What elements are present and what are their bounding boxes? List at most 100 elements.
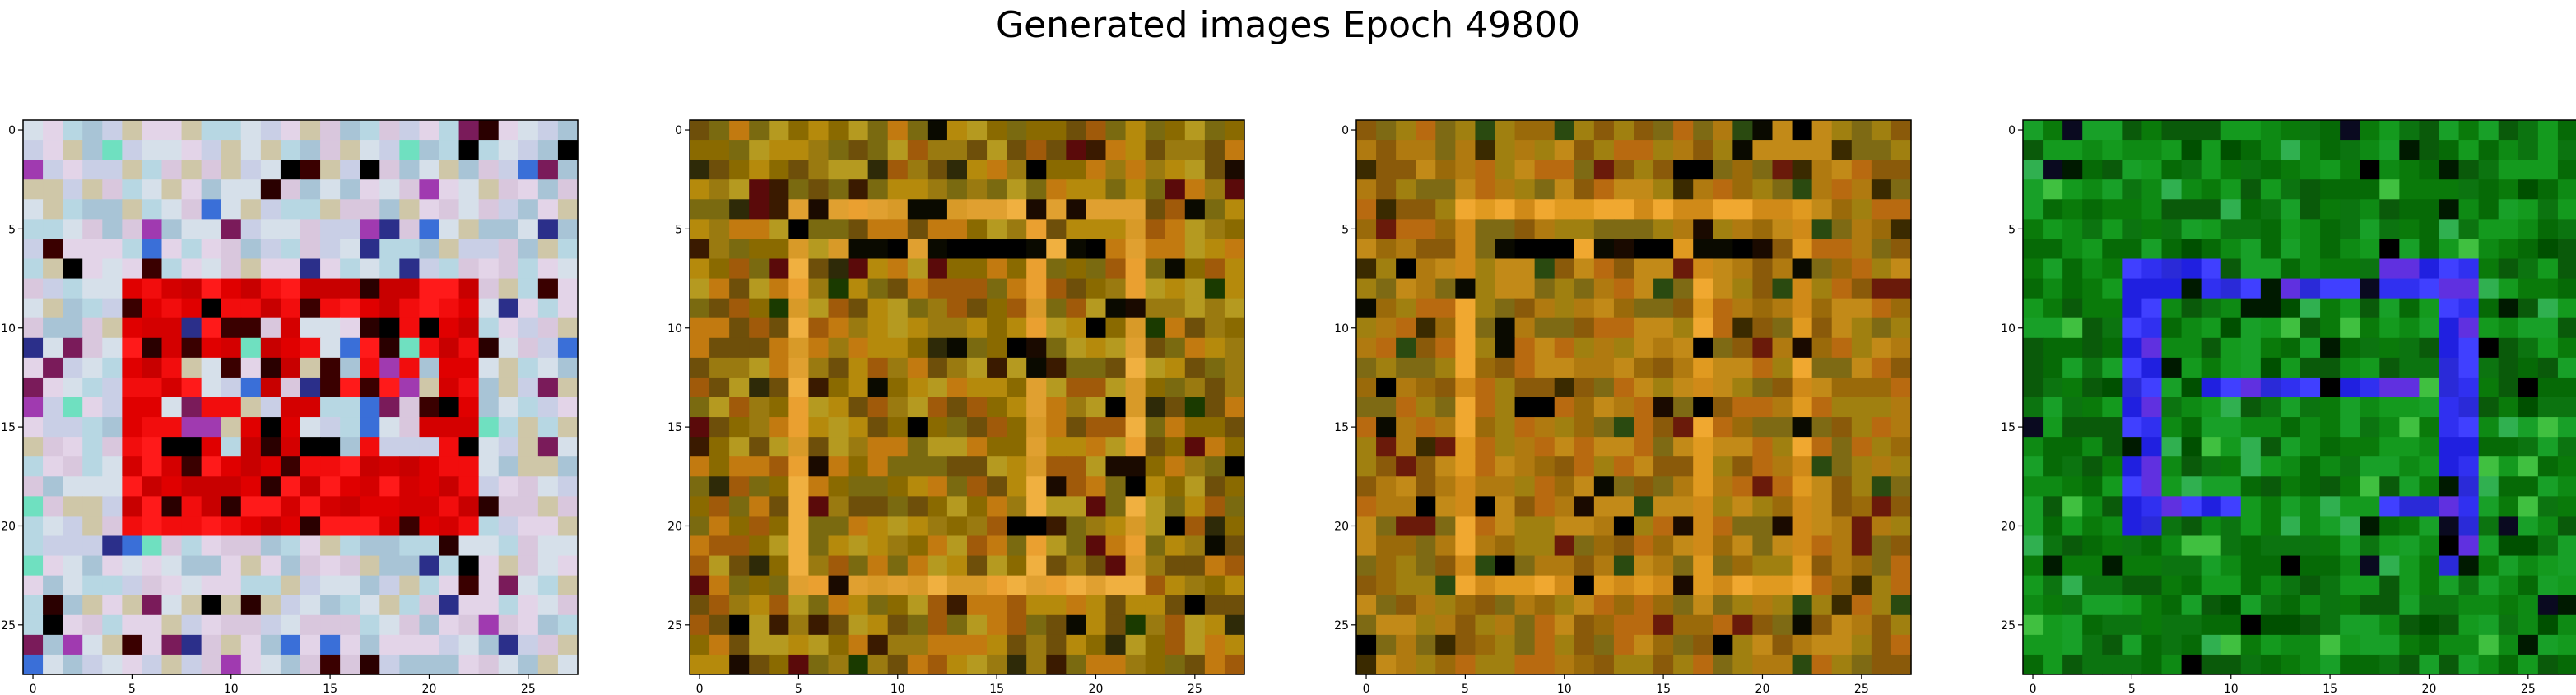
pixel-cell: [399, 317, 421, 339]
axes-frame: [1355, 119, 1912, 675]
pixel-cell: [1165, 377, 1186, 398]
pixel-cell: [987, 377, 1007, 398]
pixel-cell: [690, 595, 710, 616]
pixel-cell: [379, 634, 400, 656]
pixel-cell: [1534, 258, 1555, 280]
pixel-cell: [360, 595, 380, 616]
pixel-cell: [867, 476, 889, 497]
pixel-cell: [1435, 337, 1456, 359]
pixel-cell: [1831, 377, 1853, 398]
pixel-cell: [419, 199, 440, 220]
pixel-cell: [102, 377, 123, 398]
pixel-cell: [2498, 575, 2519, 596]
pixel-cell: [927, 377, 948, 398]
pixel-cell: [1871, 179, 1892, 200]
pixel-cell: [379, 317, 400, 339]
pixel-cell: [280, 239, 301, 260]
pixel-cell: [379, 397, 400, 418]
pixel-cell: [887, 496, 909, 517]
pixel-cell: [1475, 614, 1496, 636]
pixel-cell: [557, 535, 579, 557]
pixel-cell: [498, 555, 519, 577]
pixel-cell: [1593, 417, 1615, 438]
pixel-cell: [1495, 555, 1516, 577]
pixel-cell: [729, 219, 750, 240]
pixel-cell: [1673, 179, 1694, 200]
pixel-cell: [2557, 199, 2576, 220]
pixel-cell: [1514, 337, 1536, 359]
pixel-cell: [2023, 397, 2044, 418]
pixel-cell: [537, 219, 559, 240]
pixel-cell: [360, 357, 380, 378]
pixel-cell: [102, 417, 123, 438]
pixel-cell: [161, 516, 183, 537]
pixel-cell: [300, 535, 321, 557]
pixel-cell: [1673, 535, 1694, 557]
pixel-cell: [23, 199, 44, 220]
pixel-cell: [360, 437, 380, 457]
pixel-cell: [1653, 634, 1674, 656]
pixel-cell: [161, 278, 183, 299]
pixel-cell: [1125, 120, 1146, 141]
pixel-cell: [2280, 535, 2301, 557]
pixel-cell: [280, 317, 301, 339]
pixel-cell: [82, 160, 103, 180]
pixel-cell: [1475, 160, 1496, 180]
pixel-cell: [201, 496, 222, 517]
pixel-cell: [769, 258, 789, 280]
pixel-cell: [1831, 298, 1853, 319]
pixel-cell: [1792, 278, 1813, 299]
pixel-cell: [2062, 377, 2083, 398]
pixel-cell: [1007, 120, 1027, 141]
pixel-cell: [1890, 160, 1912, 180]
pixel-cell: [2280, 278, 2301, 299]
pixel-cell: [1514, 357, 1536, 378]
pixel-cell: [240, 456, 262, 477]
pixel-cell: [1593, 160, 1615, 180]
pixel-cell: [1184, 595, 1206, 616]
pixel-cell: [2557, 179, 2576, 200]
pixel-cell: [729, 437, 750, 457]
pixel-cell: [749, 555, 770, 577]
pixel-cell: [2201, 140, 2222, 160]
pixel-cell: [2458, 258, 2480, 280]
pixel-cell: [340, 535, 360, 557]
pixel-cell: [142, 160, 163, 180]
pixel-cell: [82, 437, 103, 457]
pixel-cell: [1376, 278, 1397, 299]
pixel-cell: [2458, 595, 2480, 616]
pixel-cell: [1554, 654, 1575, 675]
pixel-cell: [2102, 555, 2123, 577]
y-tick-label: 10: [1, 322, 16, 336]
pixel-cell: [439, 535, 460, 557]
pixel-cell: [240, 219, 262, 240]
pixel-cell: [498, 357, 519, 378]
pixel-cell: [419, 357, 440, 378]
pixel-cell: [1455, 634, 1476, 656]
pixel-cell: [1356, 555, 1377, 577]
pixel-cell: [1007, 654, 1027, 675]
pixel-cell: [1376, 496, 1397, 517]
pixel-cell: [2240, 496, 2262, 517]
pixel-cell: [1673, 575, 1694, 596]
pixel-cell: [1376, 634, 1397, 656]
pixel-cell: [1831, 417, 1853, 438]
pixel-cell: [2399, 298, 2420, 319]
pixel-cell: [1554, 476, 1575, 497]
pixel-cell: [399, 614, 421, 636]
pixel-cell: [1772, 397, 1793, 418]
pixel-cell: [1046, 377, 1067, 398]
pixel-cell: [2360, 417, 2380, 438]
pixel-cell: [729, 337, 750, 359]
pixel-cell: [498, 179, 519, 200]
pixel-cell: [2320, 239, 2341, 260]
pixel-cell: [907, 595, 928, 616]
pixel-cell: [1851, 357, 1872, 378]
pixel-cell: [867, 575, 889, 596]
pixel-cell: [2320, 199, 2341, 220]
pixel-cell: [2240, 634, 2262, 656]
pixel-cell: [887, 317, 909, 339]
pixel-cell: [122, 199, 143, 220]
pixel-cell: [82, 496, 103, 517]
